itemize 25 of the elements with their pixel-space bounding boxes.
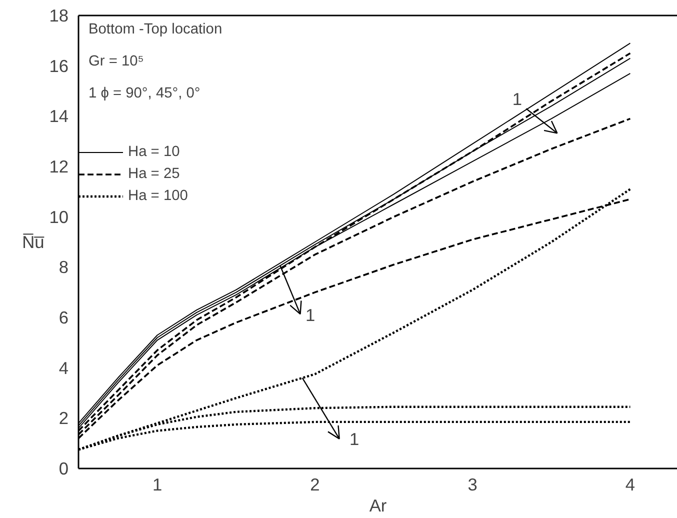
y-tick-label: 6 (58, 308, 69, 328)
x-tick-label: 1 (152, 474, 162, 494)
y-tick-label: 4 (58, 358, 69, 378)
x-axis-title: Ar (369, 496, 387, 516)
y-tick-label: 10 (49, 206, 69, 227)
annotation: 1 (305, 305, 316, 326)
x-tick-label: 3 (468, 474, 478, 494)
y-tick-label: 18 (49, 6, 69, 26)
legend-label: Ha = 25 (128, 166, 180, 182)
annotation: 1 ϕ = 90°, 45°, 0° (88, 86, 200, 102)
y-tick-label: 14 (49, 106, 69, 126)
y-tick-label: 12 (49, 156, 69, 176)
y-tick-label: 0 (58, 458, 69, 478)
annotation: Gr = 10⁵ (88, 54, 144, 70)
annotation: 1 (350, 428, 360, 449)
annotation: Bottom -Top location (88, 22, 222, 38)
y-axis-title: N̅u̅ (22, 232, 46, 252)
y-tick-label: 16 (49, 56, 69, 76)
x-tick-label: 2 (310, 474, 320, 494)
annotation: 1 (512, 88, 522, 109)
y-tick-label: 8 (58, 257, 69, 278)
legend-label: Ha = 10 (128, 144, 180, 160)
legend-label: Ha = 100 (128, 188, 188, 204)
x-tick-label: 4 (625, 474, 636, 494)
y-tick-label: 2 (58, 408, 69, 428)
